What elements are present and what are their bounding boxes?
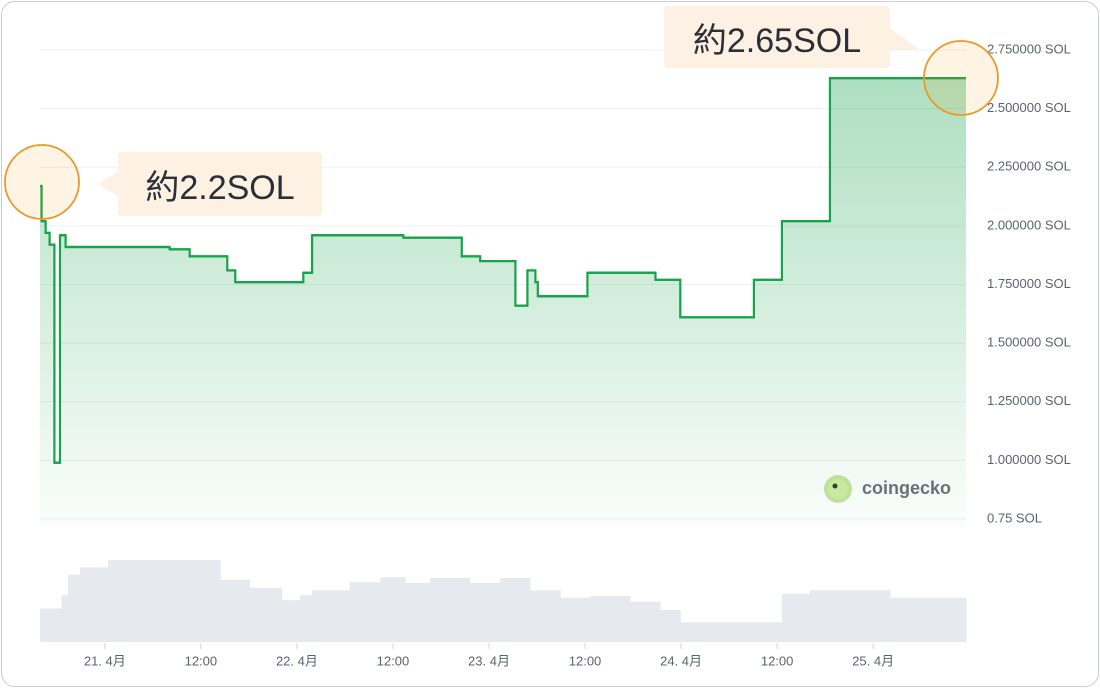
volume-bar xyxy=(660,610,681,642)
volume-bar xyxy=(300,595,313,642)
volume-bar xyxy=(809,590,891,642)
volume-bar xyxy=(629,601,661,642)
volume-bar xyxy=(781,593,811,642)
y-tick-label: 1.000000 SOL xyxy=(987,452,1071,467)
volume-bar xyxy=(281,600,301,642)
volume-bar xyxy=(889,597,967,642)
volume-bar xyxy=(68,574,81,642)
watermark-text: coingecko xyxy=(862,478,951,498)
y-tick-label: 0.75 SOL xyxy=(987,510,1042,525)
volume-bar xyxy=(560,597,591,642)
volume-bar xyxy=(700,622,755,642)
y-tick-label: 1.250000 SOL xyxy=(987,393,1071,408)
y-tick-label: 2.500000 SOL xyxy=(987,100,1071,115)
x-tick-label: 22. 4月 xyxy=(276,653,318,668)
area xyxy=(40,78,966,526)
y-tick-label: 2.750000 SOL xyxy=(987,41,1071,56)
volume-bar xyxy=(680,622,701,642)
volume-bar xyxy=(220,579,251,642)
volume-bar xyxy=(249,587,283,642)
volume-bar xyxy=(429,578,471,642)
x-tick-label: 25. 4月 xyxy=(852,653,894,668)
volume-bar xyxy=(80,567,109,642)
x-tick-label: 24. 4月 xyxy=(660,653,702,668)
y-tick-label: 2.000000 SOL xyxy=(987,217,1071,232)
volume-bar xyxy=(589,596,631,642)
volume-bar xyxy=(61,595,69,642)
annotation: 約2.65SOL xyxy=(664,6,890,68)
volume-bar xyxy=(312,590,351,642)
annotation: 約2.2SOL xyxy=(118,152,322,216)
volume-bar xyxy=(469,582,501,642)
volume-bar xyxy=(753,622,783,642)
x-tick-label: 12:00 xyxy=(569,653,602,668)
x-tick-label: 21. 4月 xyxy=(84,653,126,668)
x-tick-label: 12:00 xyxy=(761,653,794,668)
volume-bar xyxy=(529,590,561,642)
volume-bar xyxy=(108,560,221,642)
volume-bar xyxy=(40,608,63,642)
volume-bar xyxy=(380,577,406,642)
highlight-circles xyxy=(4,28,999,220)
y-tick-label: 1.500000 SOL xyxy=(987,335,1071,350)
volume-bar xyxy=(349,582,381,642)
x-tick-label: 23. 4月 xyxy=(468,653,510,668)
y-tick-label: 2.250000 SOL xyxy=(987,159,1071,174)
x-tick-label: 12:00 xyxy=(185,653,218,668)
volume-bar xyxy=(500,578,531,642)
y-tick-label: 1.750000 SOL xyxy=(987,276,1071,291)
volume-bar xyxy=(404,582,431,642)
watermark: coingecko xyxy=(824,475,951,503)
x-tick-label: 12:00 xyxy=(377,653,410,668)
